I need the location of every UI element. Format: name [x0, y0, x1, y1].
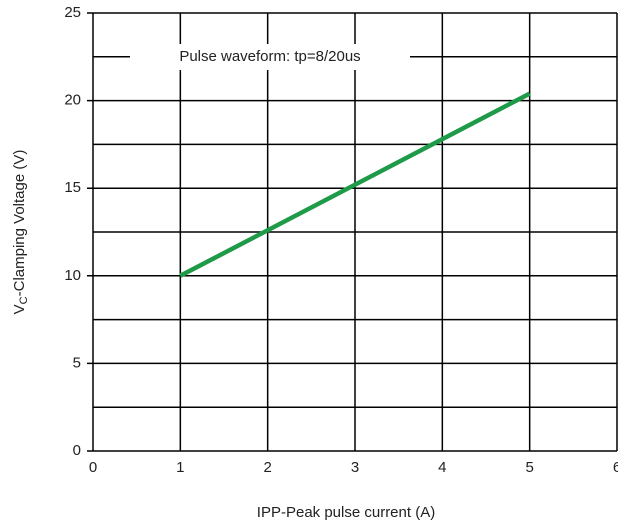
x-tick-label: 0	[89, 459, 97, 476]
y-tick-label: 0	[73, 442, 81, 459]
y-tick-label: 20	[64, 92, 81, 109]
y-tick-label: 5	[73, 354, 81, 371]
x-tick-label: 2	[263, 459, 271, 476]
x-axis-label: IPP-Peak pulse current (A)	[257, 504, 435, 521]
x-tick-label: 6	[613, 459, 618, 476]
y-label-sub: C	[18, 296, 30, 304]
annotation-box	[130, 44, 410, 70]
x-tick-label: 1	[176, 459, 184, 476]
annotation: Pulse waveform: tp=8/20us	[179, 48, 360, 65]
y-tick-label: 15	[64, 179, 81, 196]
y-label-main: V	[11, 304, 28, 314]
data-line	[179, 91, 531, 278]
x-tick-label: 5	[525, 459, 533, 476]
x-tick-label: 3	[351, 459, 359, 476]
y-tick-label: 25	[64, 4, 81, 21]
y-tick-label: 10	[64, 267, 81, 284]
y-label-rest: -Clamping Voltage (V)	[11, 150, 28, 297]
x-tick-label: 4	[438, 459, 446, 476]
y-axis-label: VC-Clamping Voltage (V)	[11, 150, 30, 315]
